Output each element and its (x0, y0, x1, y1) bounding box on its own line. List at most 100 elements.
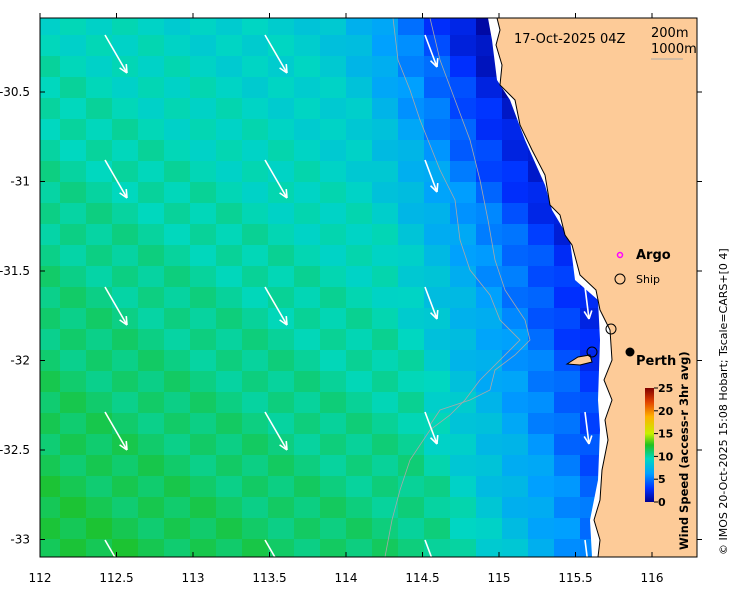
wind-cell (112, 98, 139, 120)
wind-cell (502, 266, 529, 288)
wind-cell (554, 497, 581, 519)
wind-cell (60, 287, 87, 309)
wind-cell (86, 98, 113, 120)
wind-cell (450, 182, 477, 204)
wind-cell (190, 518, 217, 540)
wind-cell (138, 18, 165, 36)
wind-cell (294, 497, 321, 519)
wind-cell (268, 140, 295, 162)
wind-cell (502, 476, 529, 498)
wind-cell (554, 266, 581, 288)
wind-cell (60, 119, 87, 141)
wind-cell (372, 497, 399, 519)
wind-cell (528, 497, 555, 519)
wind-cell (164, 413, 191, 435)
wind-cell (190, 161, 217, 183)
wind-cell (502, 518, 529, 540)
wind-cell (40, 308, 61, 330)
wind-cell (40, 140, 61, 162)
wind-cell (164, 371, 191, 393)
wind-cell (138, 119, 165, 141)
wind-cell (398, 224, 425, 246)
wind-cell (398, 371, 425, 393)
wind-cell (502, 329, 529, 351)
wind-cell (450, 413, 477, 435)
wind-cell (398, 308, 425, 330)
wind-cell (268, 203, 295, 225)
wind-cell (450, 35, 477, 57)
wind-cell (398, 56, 425, 78)
wind-cell (398, 350, 425, 372)
wind-cell (528, 392, 555, 414)
wind-cell (450, 518, 477, 540)
wind-cell (86, 476, 113, 498)
wind-cell (528, 308, 555, 330)
wind-cell (164, 98, 191, 120)
y-tick-label: -31 (10, 175, 30, 189)
wind-cell (112, 497, 139, 519)
wind-cell (216, 560, 243, 582)
wind-cell (40, 392, 61, 414)
y-tick-label: -31.5 (0, 264, 30, 278)
wind-cell (60, 539, 87, 557)
wind-cell (190, 224, 217, 246)
wind-cell (86, 371, 113, 393)
wind-cell (138, 287, 165, 309)
wind-cell (528, 266, 555, 288)
wind-cell (554, 518, 581, 540)
wind-cell (372, 350, 399, 372)
wind-cell (112, 77, 139, 99)
wind-cell (424, 77, 451, 99)
wind-cell (216, 266, 243, 288)
wind-cell (554, 392, 581, 414)
wind-cell (190, 350, 217, 372)
wind-cell (528, 455, 555, 477)
wind-cell (476, 266, 503, 288)
wind-cell (294, 266, 321, 288)
wind-cell (528, 413, 555, 435)
wind-cell (164, 119, 191, 141)
wind-cell (320, 308, 347, 330)
wind-cell (268, 245, 295, 267)
wind-cell (138, 77, 165, 99)
wind-cell (450, 140, 477, 162)
wind-cell (138, 203, 165, 225)
colorbar-tick-label: 15 (658, 428, 673, 441)
wind-cell (138, 140, 165, 162)
wind-cell (242, 35, 269, 57)
wind-cell (372, 140, 399, 162)
wind-cell (216, 539, 243, 557)
wind-cell (294, 455, 321, 477)
wind-cell (606, 560, 633, 582)
wind-cell (164, 329, 191, 351)
wind-arrow (264, 539, 276, 557)
wind-cell (398, 203, 425, 225)
wind-cell (40, 98, 61, 120)
wind-cell (398, 518, 425, 540)
wind-cell (372, 56, 399, 78)
wind-cell (138, 161, 165, 183)
wind-cell (294, 77, 321, 99)
wind-cell (398, 161, 425, 183)
wind-arrow (264, 286, 288, 326)
wind-cell (372, 224, 399, 246)
contour-200m (384, 18, 521, 557)
wind-cell (138, 518, 165, 540)
wind-arrow (583, 286, 593, 320)
wind-cell (138, 245, 165, 267)
wind-cell (476, 350, 503, 372)
wind-cell (372, 413, 399, 435)
wind-cell (40, 182, 61, 204)
contour-label-1000m: 1000m (651, 42, 697, 57)
wind-cell (190, 266, 217, 288)
wind-cell (528, 518, 555, 540)
wind-arrow (104, 34, 128, 74)
wind-cell (40, 539, 61, 557)
wind-cell (86, 182, 113, 204)
x-axis: 112 112.5 113 113.5 114 114.5 115 115.5 116 (29, 13, 663, 585)
wind-cell (190, 182, 217, 204)
wind-cell (164, 161, 191, 183)
wind-cell (216, 518, 243, 540)
wind-cell (476, 245, 503, 267)
